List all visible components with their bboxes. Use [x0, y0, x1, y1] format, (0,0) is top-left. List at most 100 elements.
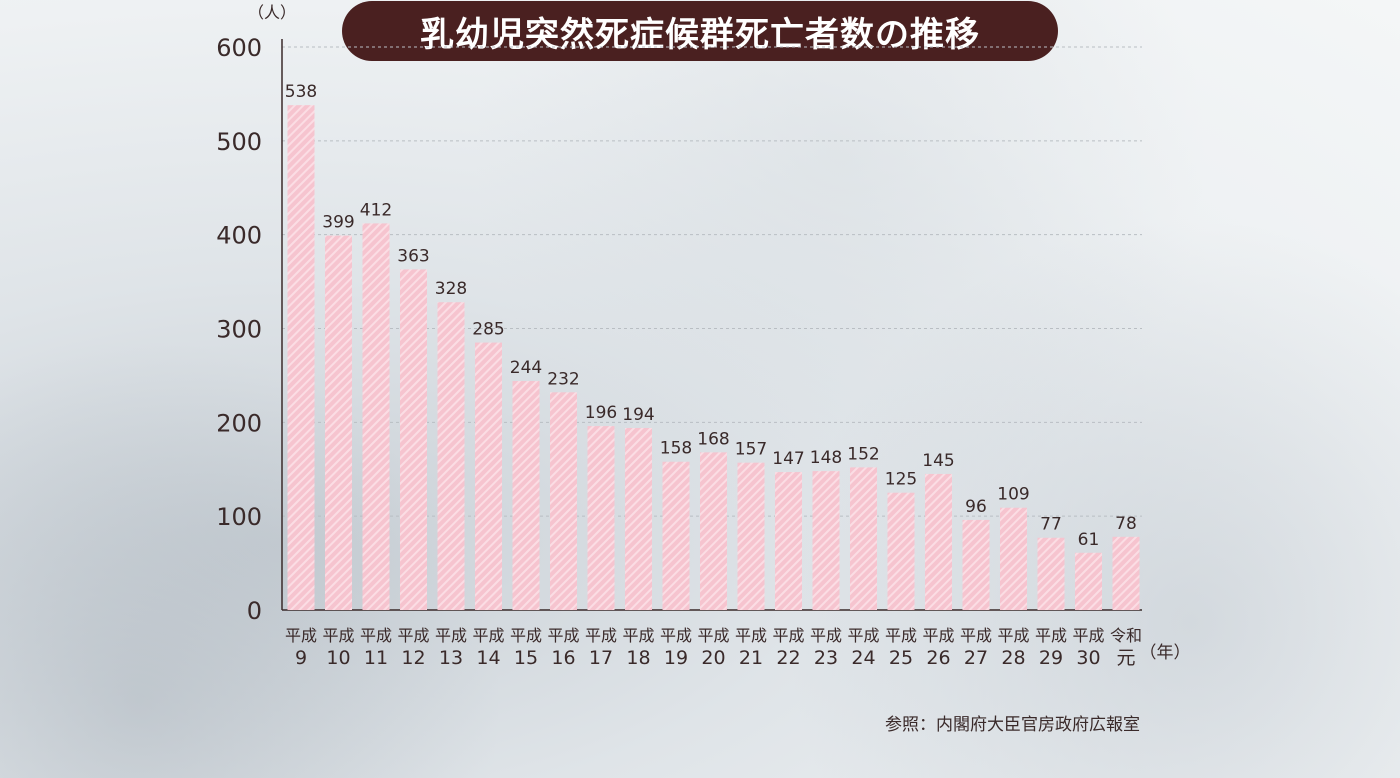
x-tick-era: 平成 [922, 626, 954, 645]
y-tick-label: 0 [247, 597, 262, 625]
y-tick-label: 100 [216, 503, 262, 531]
x-tick-year: 10 [326, 647, 350, 669]
data-label: 61 [1078, 530, 1100, 550]
x-tick-year: 24 [851, 647, 875, 669]
chart-title-banner: 乳幼児突然死症候群死亡者数の推移 [342, 1, 1058, 61]
data-label: 147 [772, 449, 804, 469]
data-label: 78 [1115, 514, 1137, 534]
y-tick-label: 600 [216, 34, 262, 62]
bar [700, 452, 727, 610]
bar [887, 492, 915, 610]
x-tick-year: 15 [514, 647, 538, 669]
data-label: 157 [735, 440, 767, 460]
x-axis-unit-label: （年） [1140, 643, 1191, 663]
data-label: 77 [1040, 515, 1062, 535]
x-tick-era: 平成 [960, 626, 992, 645]
bar [325, 235, 352, 611]
x-tick-era: 平成 [697, 626, 729, 645]
x-tick-era: 平成 [622, 626, 654, 645]
data-label: 194 [622, 405, 654, 425]
data-label: 109 [997, 485, 1029, 505]
bar [625, 427, 652, 610]
bar [1112, 536, 1140, 610]
x-tick-era: 平成 [360, 626, 392, 645]
y-tick-label: 200 [216, 409, 262, 437]
data-label: 538 [285, 82, 317, 102]
y-tick-label: 500 [216, 128, 262, 156]
data-label: 145 [922, 451, 954, 471]
x-tick-year: 12 [401, 647, 425, 669]
data-label: 148 [810, 448, 842, 468]
x-tick-year: 29 [1039, 647, 1063, 669]
data-label: 168 [697, 429, 729, 449]
x-tick-year: 9 [295, 647, 307, 669]
bar [662, 461, 690, 610]
x-tick-year: 11 [364, 647, 388, 669]
chart-title: 乳幼児突然死症候群死亡者数の推移 [420, 14, 980, 55]
bar [925, 473, 952, 610]
bar [362, 223, 390, 610]
bar [437, 302, 465, 610]
x-tick-year: 20 [701, 647, 725, 669]
x-tick-labels: 平成 9 平成 10 平成 11 平成 12 平成 13 平成 14 平成 15 平成 16 平成 17 平成 18 平… [285, 626, 1142, 669]
data-label: 412 [360, 200, 392, 220]
data-label: 158 [660, 439, 692, 459]
bar [287, 105, 315, 610]
x-tick-year: 22 [776, 647, 800, 669]
x-tick-era: 平成 [285, 626, 317, 645]
bar [1075, 552, 1102, 610]
x-tick-era: 令和 [1110, 626, 1142, 645]
bar [850, 467, 877, 610]
x-tick-year: 25 [889, 647, 913, 669]
x-tick-era: 平成 [847, 626, 879, 645]
data-label: 363 [397, 246, 429, 266]
x-tick-year: 16 [551, 647, 575, 669]
x-tick-era: 平成 [997, 626, 1029, 645]
data-label: 399 [322, 213, 354, 233]
y-tick-label: 400 [216, 222, 262, 250]
bar [1000, 507, 1027, 610]
x-tick-year: 28 [1001, 647, 1025, 669]
x-tick-era: 平成 [660, 626, 692, 645]
x-tick-era: 平成 [547, 626, 579, 645]
data-label: 125 [885, 470, 917, 490]
x-tick-year: 30 [1076, 647, 1100, 669]
bar [475, 342, 502, 610]
data-label: 328 [435, 279, 467, 299]
x-tick-era: 平成 [472, 626, 504, 645]
data-label: 96 [965, 497, 987, 517]
data-label: 152 [847, 444, 879, 464]
bar [775, 472, 802, 610]
bar [1037, 537, 1065, 610]
x-tick-era: 平成 [322, 626, 354, 645]
bar [812, 471, 840, 610]
x-tick-era: 平成 [510, 626, 542, 645]
data-label: 196 [585, 403, 617, 423]
x-tick-era: 平成 [585, 626, 617, 645]
x-tick-year: 18 [626, 647, 650, 669]
grid-lines [282, 46, 1142, 517]
bars [287, 105, 1140, 611]
source-note: 参照：内閣府大臣官房政府広報室 [885, 715, 1140, 735]
x-tick-year: 14 [476, 647, 500, 669]
x-tick-year: 26 [926, 647, 950, 669]
x-tick-era: 平成 [735, 626, 767, 645]
x-tick-era: 平成 [810, 626, 842, 645]
x-tick-year: 23 [814, 647, 838, 669]
x-tick-year: 13 [439, 647, 463, 669]
bar [512, 381, 540, 610]
x-tick-era: 平成 [1072, 626, 1104, 645]
x-tick-year: 元 [1116, 647, 1135, 669]
x-tick-year: 19 [664, 647, 688, 669]
y-axis-unit-label: （人） [248, 3, 296, 22]
x-tick-era: 平成 [885, 626, 917, 645]
y-tick-labels: 0 100 200 300 400 500 600 [216, 34, 262, 625]
bar [550, 392, 577, 610]
data-label: 232 [547, 369, 579, 389]
x-tick-era: 平成 [1035, 626, 1067, 645]
bar [962, 519, 990, 610]
x-tick-year: 21 [739, 647, 763, 669]
x-tick-era: 平成 [435, 626, 467, 645]
